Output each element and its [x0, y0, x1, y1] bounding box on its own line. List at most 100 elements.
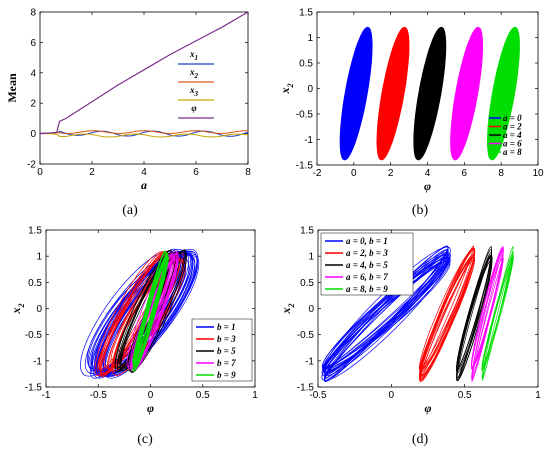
b-ytick-label: 1 [307, 33, 313, 44]
a-legend-label-subscript: 1 [195, 54, 199, 62]
b-attractor-region [376, 26, 410, 161]
b-legend-label: a = 6 [503, 139, 522, 149]
b-ylabel-group: x2 [278, 84, 295, 95]
a-ytick-label: -2 [27, 160, 36, 171]
a-legend-label: x3 [189, 85, 199, 98]
b-xtick-label: 8 [498, 168, 504, 179]
b-legend-label: a = 4 [503, 130, 522, 140]
panel-a-label: (a) [122, 203, 138, 218]
panel-b-label: (b) [412, 203, 429, 218]
d-trajectory-loop [471, 252, 504, 383]
c-legend-label: b = 1 [217, 322, 236, 332]
d-trajectory-loop [419, 257, 475, 373]
a-xtick-label: 8 [245, 167, 251, 178]
d-trajectory-loop [456, 251, 492, 370]
c-xtick-label: -0.5 [90, 390, 108, 401]
b-ylabel-subscript: 2 [286, 84, 295, 89]
d-ylabel-subscript: 2 [287, 304, 296, 309]
d-trajectory-loop [420, 245, 475, 373]
d-legend-label: a = 6, b = 7 [346, 272, 388, 282]
a-legend-label: x2 [189, 67, 199, 80]
a-ytick-label: 4 [30, 68, 36, 79]
c-ytick-label: 1 [36, 252, 42, 263]
b-ytick-label: 0 [307, 84, 313, 95]
b-xtick-label: 2 [388, 168, 394, 179]
d-legend-label: a = 2, b = 3 [346, 248, 388, 258]
c-trajectory-loop [119, 251, 177, 371]
d-legend-label: a = 4, b = 5 [346, 260, 388, 270]
c-ytick-label: -1 [33, 356, 42, 367]
a-xtick-label: 4 [141, 167, 147, 178]
panel-d-label: (d) [412, 432, 429, 447]
a-legend-label-base: x [189, 67, 195, 77]
d-ytick-label: 1.5 [300, 226, 314, 237]
b-legend-label: a = 8 [503, 147, 522, 157]
a-ytick-label: 8 [30, 8, 36, 19]
c-trajectory-loop [116, 252, 173, 370]
c-trajectory-loop [113, 258, 187, 370]
panel-d: -0.5 0 0.5 1 -1.5 -1 -0.5 0 0.5 1 1.5 φ x2 a = 0, b =… [279, 226, 541, 448]
b-ytick-label: -1 [304, 135, 313, 146]
a-legend-label-subscript: 3 [194, 90, 199, 98]
b-attractor-region [413, 26, 447, 161]
b-legend-label: a = 2 [503, 122, 522, 132]
c-trajectory-loop [132, 250, 167, 372]
d-ytick-label: 0.5 [300, 278, 314, 289]
b-legend-label: a = 0 [503, 113, 522, 123]
b-xtick-label: 4 [425, 168, 431, 179]
d-ylabel-group: x2 [279, 304, 296, 315]
d-trajectory-loop [471, 250, 504, 381]
c-ytick-label: -1.5 [25, 383, 43, 394]
b-attractor-region [450, 26, 484, 161]
b-ytick-label: 1.5 [299, 8, 313, 19]
a-xtick-label: 0 [37, 167, 43, 178]
d-trajectory-loop [420, 256, 475, 378]
a-ytick-label: 6 [30, 38, 36, 49]
a-ylabel-group: Mean [5, 73, 19, 103]
c-legend-label: b = 7 [217, 358, 236, 368]
c-ylabel: x2 [9, 304, 26, 315]
b-ytick-label: -1.5 [296, 161, 314, 172]
d-trajectory-loop [419, 248, 476, 380]
d-xtick-label: 0.5 [458, 390, 472, 401]
d-xlabel: φ [424, 401, 431, 415]
c-ytick-label: 0.5 [28, 278, 42, 289]
b-xtick-label: -2 [313, 168, 322, 179]
d-trajectory-loop [419, 256, 475, 382]
panel-b: -2 0 2 4 6 8 10 -1.5 -1 -0.5 0 0.5 1 1.5 φ x2 a = 0a = 2… [278, 8, 544, 219]
d-trajectory-loop [481, 254, 514, 372]
a-legend-label: φ [191, 103, 196, 113]
c-xtick-label: 1 [252, 390, 258, 401]
a-series-line [40, 130, 248, 135]
c-legend-box [191, 318, 253, 382]
b-xtick-label: 0 [351, 168, 357, 179]
d-legend-box [320, 232, 414, 296]
panel-d-plot-area: -0.5 0 0.5 1 -1.5 -1 -0.5 0 0.5 1 1.5 φ x2 a = 0, b =… [279, 226, 541, 416]
b-attractor-region [339, 26, 373, 161]
a-xtick-label: 6 [193, 167, 199, 178]
c-ylabel-group: x2 [9, 304, 26, 315]
b-xtick-label: 10 [532, 168, 544, 179]
b-ylabel: x2 [278, 84, 295, 95]
d-legend-label: a = 0, b = 1 [346, 236, 388, 246]
d-ytick-label: 0 [308, 304, 314, 315]
a-xtick-label: 2 [89, 167, 95, 178]
c-legend-label: b = 3 [217, 334, 236, 344]
a-ytick-label: 0 [30, 129, 36, 140]
a-xlabel: a [141, 178, 147, 192]
d-xtick-label: 1 [535, 390, 541, 401]
panel-b-plot-area: -2 0 2 4 6 8 10 -1.5 -1 -0.5 0 0.5 1 1.5 φ x2 a = 0a = 2… [278, 8, 544, 194]
c-xtick-label: 0.5 [196, 390, 210, 401]
c-ylabel-subscript: 2 [17, 304, 26, 309]
a-ytick-label: 2 [30, 99, 36, 110]
panel-c-label: (c) [137, 432, 153, 447]
c-xtick-label: -1 [42, 390, 51, 401]
b-ytick-label: 0.5 [299, 59, 313, 70]
d-ytick-label: 1 [308, 252, 314, 263]
c-legend-label: b = 5 [217, 346, 236, 356]
